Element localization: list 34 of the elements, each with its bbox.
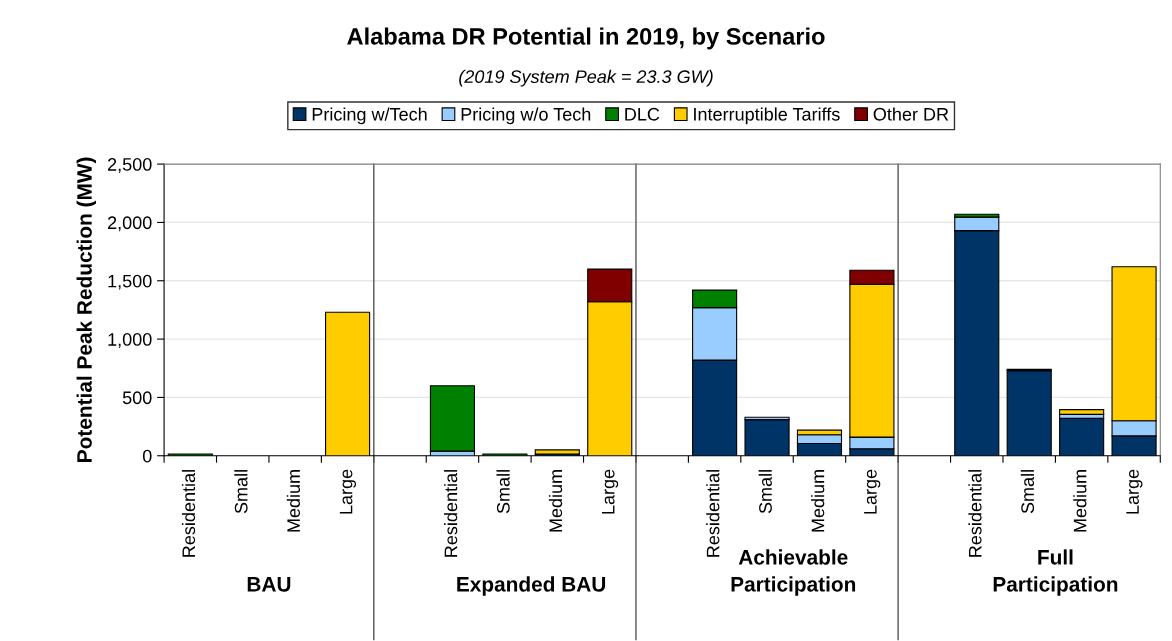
x-tick-label: Large bbox=[1126, 469, 1143, 514]
y-tick-label: 2,000 bbox=[108, 216, 152, 232]
y-axis-title: Potential Peak Reduction (MW) bbox=[76, 157, 96, 462]
x-tick-label: Residential bbox=[706, 470, 720, 557]
legend-label: Pricing w/Tech bbox=[312, 107, 427, 125]
x-tick-label: Residential bbox=[444, 470, 458, 557]
text: BAU bbox=[247, 577, 291, 592]
x-tick-label: Small bbox=[1020, 470, 1035, 514]
x-tick-label: Small bbox=[496, 470, 510, 514]
y-tick-label: 1,500 bbox=[108, 274, 152, 290]
text: Expanded BAU bbox=[457, 576, 606, 596]
x-tick-label: Residential bbox=[181, 470, 196, 557]
x-tick-label: Residential bbox=[968, 470, 982, 557]
x-tick-label: Large bbox=[864, 469, 881, 514]
y-tick-label: 2,500 bbox=[108, 158, 152, 173]
text: Full Participation bbox=[993, 549, 1118, 596]
legend-label: DLC bbox=[625, 107, 660, 121]
chart-subtitle: (2019 System Peak = 23.3 GW) bbox=[459, 69, 713, 87]
y-tick-label: 500 bbox=[122, 391, 152, 405]
legend-label: Interruptible Tariffs bbox=[694, 107, 840, 125]
legend-label: Pricing w/o Tech bbox=[461, 107, 591, 125]
chart-title: Alabama DR Potential in 2019, by Scenario bbox=[347, 27, 825, 50]
x-tick-label: Medium bbox=[1073, 470, 1087, 532]
x-tick-label: Large bbox=[339, 469, 357, 514]
x-tick-label: Small bbox=[234, 470, 248, 514]
y-tick-label: 1,000 bbox=[108, 333, 152, 348]
x-tick-label: Medium bbox=[548, 470, 563, 532]
y-tick-label: 0 bbox=[142, 449, 152, 463]
x-tick-label: Medium bbox=[286, 470, 301, 532]
x-tick-label: Small bbox=[758, 470, 772, 514]
x-tick-label: Large bbox=[602, 469, 619, 514]
text: Achievable Participation bbox=[731, 549, 856, 596]
x-tick-label: Medium bbox=[811, 470, 825, 532]
legend-label: Other DR bbox=[873, 107, 949, 121]
